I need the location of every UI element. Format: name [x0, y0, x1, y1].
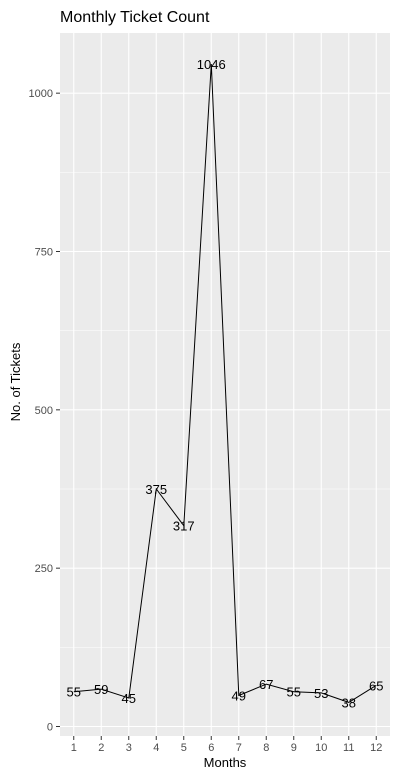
x-tick-label: 10 — [315, 742, 327, 754]
x-tick-label: 12 — [370, 742, 382, 754]
x-tick-label: 8 — [263, 742, 269, 754]
data-labels: 55 59 45 375 317 1046 49 67 55 53 38 65 — [67, 57, 384, 710]
x-tick-label: 6 — [208, 742, 214, 754]
y-tick-label: 250 — [35, 563, 53, 575]
data-label: 375 — [145, 482, 167, 497]
x-tick-label: 2 — [98, 742, 104, 754]
data-label: 1046 — [197, 57, 226, 72]
y-tick-label: 1000 — [29, 88, 53, 100]
data-label: 55 — [67, 685, 81, 700]
data-label: 49 — [232, 688, 246, 703]
y-tick-label: 750 — [35, 247, 53, 259]
x-tick-label: 5 — [181, 742, 187, 754]
y-tick-label: 0 — [47, 722, 53, 734]
data-label: 38 — [342, 695, 356, 710]
y-axis-title: No. of Tickets — [8, 342, 23, 421]
data-label: 317 — [173, 519, 195, 534]
data-label: 55 — [287, 685, 301, 700]
data-label: 53 — [314, 686, 328, 701]
data-label: 59 — [94, 682, 108, 697]
grid-lines — [60, 33, 390, 736]
x-tick-label: 4 — [153, 742, 159, 754]
x-tick-label: 9 — [291, 742, 297, 754]
data-label: 65 — [369, 678, 383, 693]
x-tick-label: 11 — [343, 742, 354, 754]
x-tick-label: 7 — [236, 742, 242, 754]
y-axis: 0 250 500 750 1000 — [29, 88, 60, 734]
data-label: 67 — [259, 677, 273, 692]
x-tick-label: 1 — [71, 742, 77, 754]
data-label: 45 — [122, 691, 136, 706]
x-axis: 1 2 3 4 5 6 7 8 9 10 11 12 — [71, 736, 382, 754]
series-layer — [73, 63, 377, 703]
chart-title: Monthly Ticket Count — [60, 9, 210, 26]
series-line — [73, 63, 377, 703]
y-tick-label: 500 — [35, 405, 53, 417]
x-tick-label: 3 — [126, 742, 132, 754]
x-axis-title: Months — [204, 755, 247, 770]
